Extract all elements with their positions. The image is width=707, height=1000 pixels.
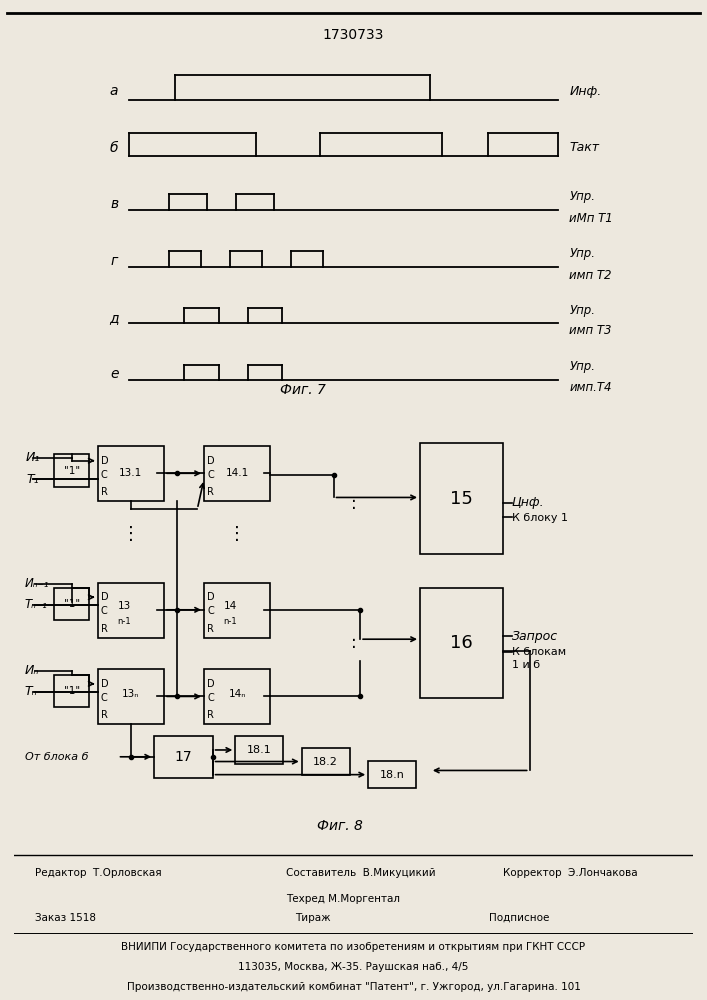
Text: Тₙ: Тₙ [25, 685, 37, 698]
Bar [235, 736, 283, 764]
Text: D: D [207, 592, 215, 602]
Bar [420, 588, 503, 698]
Text: иМп Т1: иМп Т1 [569, 212, 613, 225]
Text: n-1: n-1 [117, 617, 131, 626]
Text: а: а [110, 84, 119, 98]
Text: C: C [207, 470, 214, 480]
Text: R: R [207, 487, 214, 497]
Text: е: е [110, 367, 119, 381]
Text: К блоку 1: К блоку 1 [512, 513, 568, 523]
Text: Упр.: Упр. [569, 360, 595, 373]
Text: Цнф.: Цнф. [512, 496, 544, 509]
Bar [54, 675, 89, 707]
Text: ВНИИПИ Государственного комитета по изобретениям и открытиям при ГКНТ СССР: ВНИИПИ Государственного комитета по изоб… [122, 942, 585, 952]
Text: "1": "1" [64, 466, 80, 476]
Text: D: D [101, 679, 109, 689]
Text: R: R [207, 710, 214, 720]
Bar [204, 582, 270, 638]
Text: От блока б: От блока б [25, 752, 88, 762]
Text: n-1: n-1 [223, 617, 238, 626]
Text: 113035, Москва, Ж-35. Раушская наб., 4/5: 113035, Москва, Ж-35. Раушская наб., 4/5 [238, 962, 469, 972]
Text: Фиг. 8: Фиг. 8 [317, 819, 363, 833]
Text: К блокам: К блокам [512, 647, 566, 657]
Text: C: C [101, 606, 107, 616]
Text: Иₙ₋₁: Иₙ₋₁ [25, 577, 49, 590]
Text: 18.1: 18.1 [247, 745, 271, 755]
Text: :: : [351, 634, 356, 652]
Text: Тₙ₋₁: Тₙ₋₁ [25, 598, 47, 611]
Text: Иₙ: Иₙ [25, 664, 39, 677]
Bar [420, 443, 503, 554]
Text: C: C [101, 693, 107, 703]
Text: 14: 14 [224, 601, 237, 611]
Text: Составитель  В.Микуцикий: Составитель В.Микуцикий [286, 868, 436, 878]
Text: C: C [101, 470, 107, 480]
Text: R: R [207, 624, 214, 634]
Bar [204, 669, 270, 724]
Bar [154, 736, 213, 778]
Bar [98, 446, 164, 501]
Text: R: R [101, 487, 108, 497]
Text: Корректор  Э.Лончакова: Корректор Э.Лончакова [503, 868, 638, 878]
Text: C: C [207, 606, 214, 616]
Text: 1730733: 1730733 [323, 28, 384, 42]
Text: Упр.: Упр. [569, 304, 595, 317]
Text: 1 и б: 1 и б [512, 660, 540, 670]
Text: Фиг. 7: Фиг. 7 [280, 383, 325, 397]
Text: б: б [110, 141, 119, 155]
Text: 14ₙ: 14ₙ [228, 689, 246, 699]
Text: 15: 15 [450, 489, 473, 508]
Text: имп Т2: имп Т2 [569, 269, 612, 282]
Text: Упр.: Упр. [569, 247, 595, 260]
Bar [368, 761, 416, 788]
Text: ⋮: ⋮ [122, 525, 140, 543]
Text: имп.Т4: имп.Т4 [569, 381, 612, 394]
Bar [302, 748, 349, 775]
Text: D: D [207, 679, 215, 689]
Text: 17: 17 [175, 750, 192, 764]
Text: 13: 13 [117, 601, 131, 611]
Bar [54, 588, 89, 620]
Bar [54, 454, 89, 487]
Text: Тираж: Тираж [295, 913, 331, 923]
Text: в: в [110, 198, 118, 212]
Text: 14.1: 14.1 [226, 468, 249, 478]
Text: Запрос: Запрос [512, 630, 558, 643]
Text: ⋮: ⋮ [228, 525, 246, 543]
Text: Редактор  Т.Орловская: Редактор Т.Орловская [35, 868, 161, 878]
Text: "1": "1" [64, 686, 80, 696]
Bar [204, 446, 270, 501]
Bar [98, 669, 164, 724]
Text: 18.n: 18.n [380, 770, 404, 780]
Text: 13ₙ: 13ₙ [122, 689, 139, 699]
Text: D: D [101, 456, 109, 466]
Text: И₁: И₁ [26, 451, 40, 464]
Text: 18.2: 18.2 [313, 757, 338, 767]
Text: г: г [110, 254, 118, 268]
Text: Т₁: Т₁ [27, 473, 40, 486]
Text: Подписное: Подписное [489, 913, 549, 923]
Text: 13.1: 13.1 [119, 468, 143, 478]
Text: д: д [110, 311, 119, 325]
Text: Инф.: Инф. [569, 85, 602, 98]
Text: D: D [101, 592, 109, 602]
Text: Упр.: Упр. [569, 190, 595, 203]
Text: R: R [101, 624, 108, 634]
Text: R: R [101, 710, 108, 720]
Text: Производственно-издательский комбинат "Патент", г. Ужгород, ул.Гагарина. 101: Производственно-издательский комбинат "П… [127, 982, 580, 992]
Text: D: D [207, 456, 215, 466]
Bar [98, 582, 164, 638]
Text: :: : [351, 495, 356, 513]
Text: Техред М.Моргентал: Техред М.Моргентал [286, 894, 399, 904]
Text: C: C [207, 693, 214, 703]
Text: имп Т3: имп Т3 [569, 324, 612, 337]
Text: Такт: Такт [569, 141, 600, 154]
Text: Заказ 1518: Заказ 1518 [35, 913, 95, 923]
Text: "1": "1" [64, 599, 80, 609]
Text: 16: 16 [450, 634, 473, 652]
